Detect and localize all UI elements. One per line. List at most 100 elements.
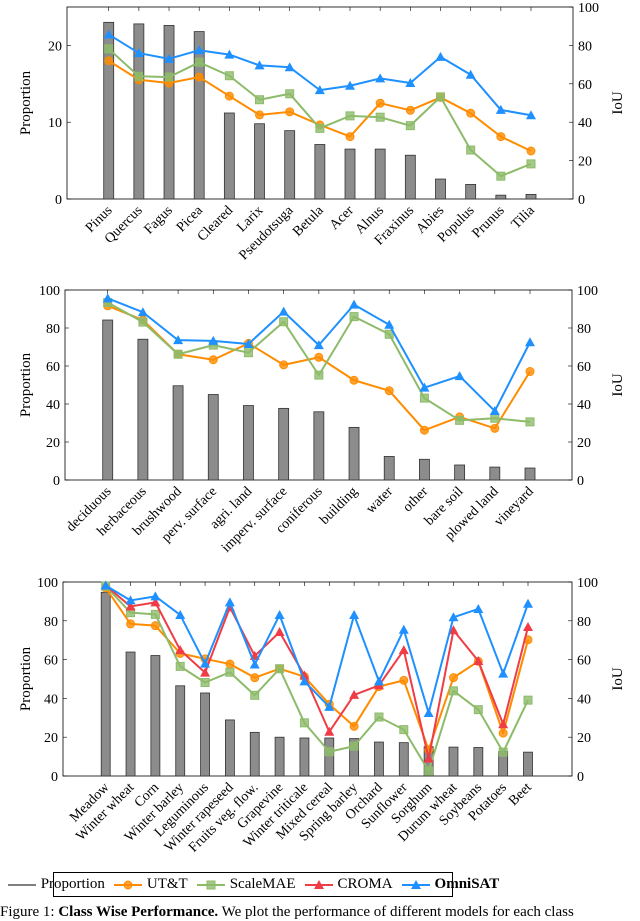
data-point: [374, 712, 384, 722]
data-point: [274, 609, 285, 619]
y-right-tick-label: 40: [577, 398, 591, 413]
proportion-bar: [254, 123, 265, 200]
y-tick-label: 0: [51, 770, 58, 785]
series-croma: [100, 580, 533, 763]
data-point: [523, 622, 533, 632]
y-tick-label: 100: [37, 576, 58, 591]
data-point: [498, 747, 508, 757]
data-point: [424, 766, 434, 776]
data-point: [349, 609, 360, 619]
x-tick-label: vineyard: [492, 484, 537, 529]
series-omnisat: [103, 29, 536, 120]
y-right-tick-label: 0: [577, 770, 584, 785]
data-point: [345, 111, 355, 121]
legend-label: OmniSAT: [434, 876, 500, 892]
data-point: [349, 721, 359, 731]
y-right-tick-label: 60: [577, 654, 591, 669]
y-tick-label: 80: [46, 322, 60, 337]
data-point: [405, 78, 416, 88]
series-scalemae: [103, 298, 535, 427]
legend-marker: [206, 880, 216, 889]
data-point: [423, 707, 434, 717]
y-right-tick-label: 20: [577, 731, 591, 746]
proportion-bar: [193, 31, 205, 200]
data-point: [225, 667, 235, 677]
y-tick-label: 80: [44, 615, 58, 630]
proportion-bar: [349, 738, 360, 777]
proportion-bar: [249, 731, 260, 777]
proportion-bar: [473, 747, 484, 777]
data-point: [137, 307, 148, 317]
data-point: [224, 91, 234, 101]
data-point: [278, 306, 289, 316]
data-point: [313, 340, 324, 350]
data-point: [315, 123, 325, 133]
data-point: [384, 386, 394, 396]
proportion-bar: [495, 194, 507, 200]
y-right-tick-label: 60: [577, 360, 591, 375]
data-point: [324, 747, 334, 757]
data-point: [285, 107, 295, 117]
series-line: [107, 301, 531, 423]
data-point: [419, 382, 430, 392]
data-point: [490, 413, 500, 423]
y-right-tick-label: 20: [578, 155, 592, 170]
data-point: [466, 145, 476, 155]
data-point: [194, 72, 204, 82]
proportion-bar: [172, 385, 184, 481]
proportion-bar: [163, 25, 175, 200]
data-point: [194, 57, 204, 67]
data-point: [224, 49, 235, 59]
data-point: [200, 677, 210, 687]
data-point: [103, 29, 114, 39]
proportion-bar: [150, 655, 161, 777]
legend-item: UT&T: [113, 876, 188, 893]
series-utt: [101, 583, 533, 755]
y-tick-label: 20: [44, 731, 58, 746]
y-tick-label: 20: [48, 39, 62, 54]
plot-frame: [62, 581, 573, 777]
data-point: [255, 110, 265, 120]
legend-item: Proportion: [7, 876, 105, 893]
data-point: [473, 655, 484, 665]
x-tick-label: building: [317, 484, 361, 528]
data-point: [419, 425, 429, 435]
data-point: [345, 80, 356, 90]
data-point: [224, 71, 234, 81]
proportion-bar: [103, 21, 115, 200]
proportion-bar: [404, 154, 416, 200]
y-right-tick-label: 0: [578, 193, 585, 208]
data-point: [525, 337, 535, 347]
y-right-axis-label: IoU: [610, 667, 626, 690]
data-point: [125, 601, 136, 611]
legend-swatch: [196, 880, 225, 889]
proportion-bar: [489, 466, 501, 481]
data-point: [134, 71, 144, 81]
data-point: [150, 609, 160, 619]
legend-swatch: [304, 879, 333, 889]
proportion-bar: [274, 736, 285, 777]
data-point: [525, 367, 535, 377]
legend-swatch: [113, 880, 142, 889]
y-right-tick-label: 0: [577, 474, 584, 489]
y-right-tick-label: 80: [577, 322, 591, 337]
x-tick-label: Prunus: [470, 203, 508, 241]
data-point: [455, 415, 465, 425]
data-point: [104, 44, 114, 54]
proportion-bar: [348, 426, 360, 481]
data-point: [200, 667, 211, 677]
x-tick-label: Betula: [290, 203, 327, 240]
data-point: [279, 360, 289, 370]
data-point: [194, 45, 205, 55]
y-axis-label: Proportion: [18, 70, 34, 135]
data-point: [448, 625, 459, 635]
y-right-tick-label: 40: [578, 116, 592, 131]
y-tick-label: 40: [46, 398, 60, 413]
data-point: [466, 108, 476, 118]
series-line: [104, 587, 529, 751]
series-line: [105, 584, 529, 714]
legend: Proportion UT&T ScaleMAE CROMA OmniSAT: [7, 872, 499, 897]
data-point: [208, 355, 218, 365]
y-right-tick-label: 80: [578, 39, 592, 54]
